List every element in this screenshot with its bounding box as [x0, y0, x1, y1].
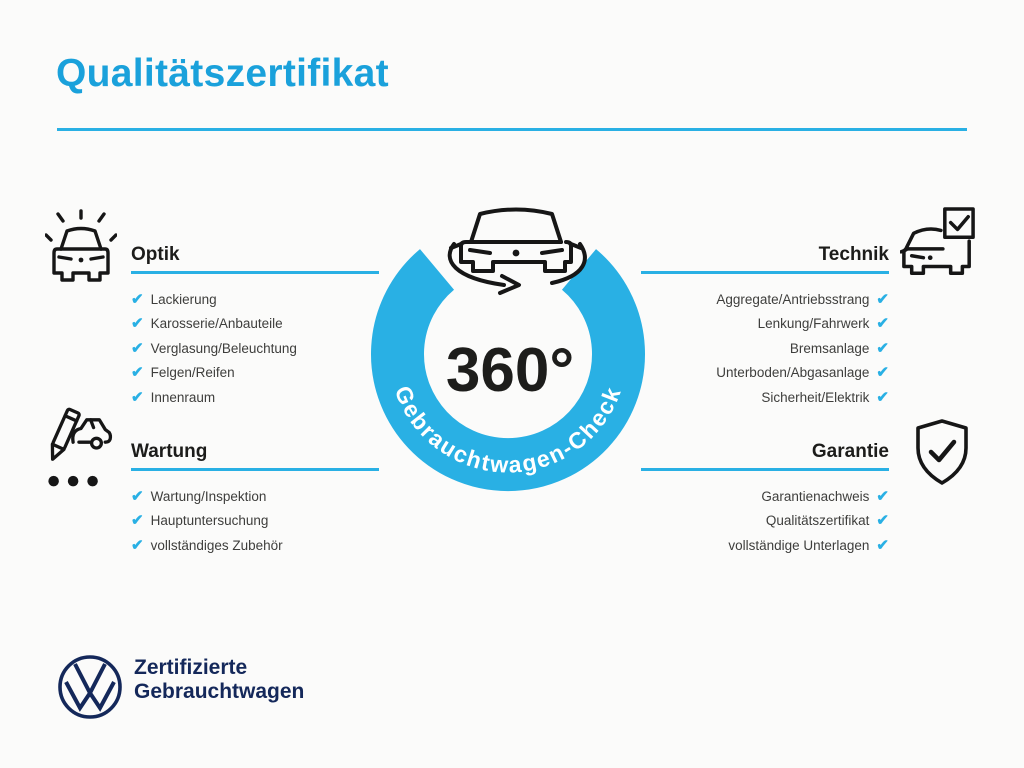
checklist-optik: ✔ Lackierung ✔ Karosserie/Anbauteile ✔ Verg… [131, 287, 379, 410]
checklist-item: ✔ Karosserie/Anbauteile [131, 312, 379, 337]
item-label: Qualitätszertifikat [765, 513, 870, 529]
checklist-item: Aggregate/Antriebsstrang ✔ [641, 287, 889, 312]
checklist-item: Unterboden/Abgasanlage ✔ [641, 361, 889, 386]
title-divider [57, 128, 967, 131]
checklist-item: ✔ Verglasung/Beleuchtung [131, 336, 379, 361]
check-icon: ✔ [876, 290, 889, 308]
check-icon: ✔ [131, 512, 144, 530]
check-icon: ✔ [131, 388, 144, 406]
section-title-wartung: Wartung [131, 441, 208, 462]
checklist-item: ✔ Innenraum [131, 385, 379, 410]
ring-arc [371, 249, 645, 492]
item-label: Wartung/Inspektion [150, 488, 267, 504]
vw-logo [58, 655, 122, 719]
item-label: Aggregate/Antriebsstrang [716, 291, 870, 307]
car-rotate-icon [447, 207, 587, 295]
checklist-item: vollständige Unterlagen ✔ [641, 533, 889, 558]
item-label: Hauptuntersuchung [150, 513, 269, 529]
section-underline-garantie [641, 468, 889, 471]
check-icon: ✔ [876, 339, 889, 357]
check-icon: ✔ [876, 388, 889, 406]
checklist-garantie: Garantienachweis ✔ Qualitätszertifikat ✔ v… [641, 484, 889, 558]
checklist-item: Garantienachweis ✔ [641, 484, 889, 509]
checklist-item: ✔ Felgen/Reifen [131, 361, 379, 386]
section-title-optik: Optik [131, 244, 180, 265]
checklist-wartung: ✔ Wartung/Inspektion ✔ Hauptuntersuchung ✔… [131, 484, 379, 558]
section-title-garantie: Garantie [811, 441, 889, 462]
check-icon: ✔ [876, 315, 889, 333]
shield-check-icon [916, 419, 968, 485]
check-icon: ✔ [131, 487, 144, 505]
section-wartung: Wartung ✔ Wartung/Inspektion ✔ Hauptunters… [131, 441, 379, 558]
checklist-item: ✔ vollständiges Zubehör [131, 533, 379, 558]
checklist-item: Lenkung/Fahrwerk ✔ [641, 312, 889, 337]
360-check-badge: Gebrauchtwagen-Check 360° [371, 207, 645, 492]
section-underline-wartung [131, 468, 379, 471]
page-title: Qualitätszertifikat [56, 52, 389, 95]
checklist-item: Sicherheit/Elektrik ✔ [641, 385, 889, 410]
degree-value: 360° [446, 336, 574, 405]
checklist-item: ✔ Wartung/Inspektion [131, 484, 379, 509]
check-icon: ✔ [876, 536, 889, 554]
pencil-car-icon [48, 407, 113, 487]
item-label: Verglasung/Beleuchtung [150, 340, 297, 356]
item-label: Felgen/Reifen [150, 365, 235, 381]
item-label: Unterboden/Abgasanlage [716, 365, 870, 381]
footer-claim: Zertifizierte Gebrauchtwagen [134, 656, 304, 704]
section-title-technik: Technik [818, 244, 889, 265]
check-icon: ✔ [876, 512, 889, 530]
section-underline-optik [131, 271, 379, 274]
item-label: Innenraum [150, 389, 216, 405]
item-label: vollständiges Zubehör [150, 537, 283, 553]
check-icon: ✔ [131, 290, 144, 308]
checklist-item: ✔ Lackierung [131, 287, 379, 312]
check-icon: ✔ [131, 364, 144, 382]
check-icon: ✔ [876, 364, 889, 382]
checklist-item: Bremsanlage ✔ [641, 336, 889, 361]
checklist-item: ✔ Hauptuntersuchung [131, 509, 379, 534]
footer-line2: Gebrauchtwagen [134, 680, 305, 703]
footer-line1: Zertifizierte [134, 656, 248, 679]
check-icon: ✔ [131, 315, 144, 333]
item-label: vollständige Unterlagen [728, 537, 870, 553]
check-icon: ✔ [131, 339, 144, 357]
checklist-item: Qualitätszertifikat ✔ [641, 509, 889, 534]
check-icon: ✔ [131, 536, 144, 554]
item-label: Lenkung/Fahrwerk [757, 316, 870, 332]
item-label: Bremsanlage [789, 340, 870, 356]
check-icon: ✔ [876, 487, 889, 505]
car-shine-icon [45, 209, 117, 282]
section-technik: Technik Aggregate/Antriebsstrang ✔ Lenkun… [641, 244, 889, 410]
car-checkbox-icon [900, 207, 975, 276]
section-garantie: Garantie Garantienachweis ✔ Qualitätszert… [641, 441, 889, 558]
item-label: Karosserie/Anbauteile [150, 316, 283, 332]
section-optik: Optik ✔ Lackierung ✔ Karosserie/Anbauteile… [131, 244, 379, 410]
item-label: Sicherheit/Elektrik [761, 389, 870, 405]
item-label: Lackierung [150, 291, 217, 307]
item-label: Garantienachweis [761, 488, 870, 504]
section-underline-technik [641, 271, 889, 274]
checklist-technik: Aggregate/Antriebsstrang ✔ Lenkung/Fahrwe… [641, 287, 889, 410]
